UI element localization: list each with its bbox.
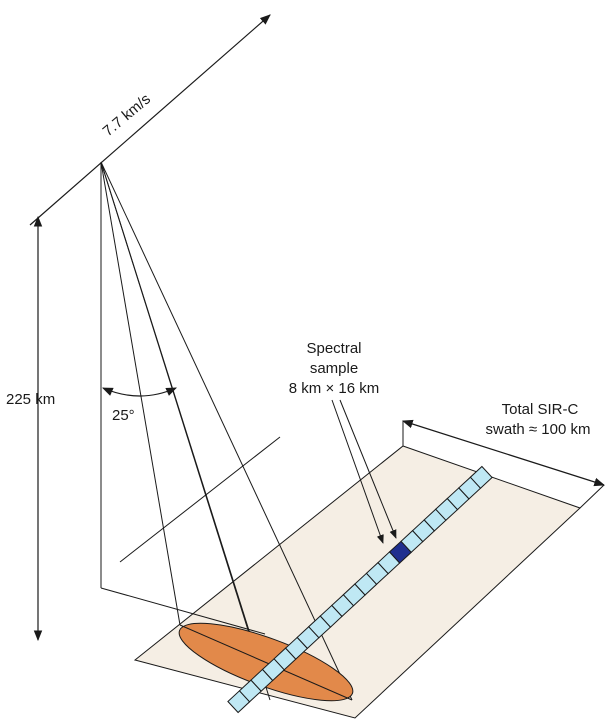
spectral-sample-pointer-left <box>331 399 384 544</box>
beam-edge-far <box>100 161 353 701</box>
look-angle-arc <box>102 387 177 397</box>
spectral-sample-label-line3: 8 km × 16 km <box>289 380 379 397</box>
velocity-label: 7.7 km/s <box>100 91 154 140</box>
beam-center-far <box>100 161 271 701</box>
swath-label-line1: Total SIR-C <box>502 401 579 418</box>
spectral-sample-label-line2: sample <box>310 360 358 377</box>
spectral-sample-pointer-right <box>339 399 397 539</box>
swath-strip <box>227 465 493 714</box>
spectral-sample-label-line1: Spectral <box>306 340 361 357</box>
altitude-label: 225 km <box>6 391 55 408</box>
swath-width-arrow <box>401 419 606 487</box>
swath-label-line2: swath ≈ 100 km <box>486 421 591 438</box>
flight-direction-arrow <box>29 14 271 226</box>
footprint-axis <box>179 624 353 701</box>
beam-edge-near <box>100 161 181 626</box>
angle-label: 25° <box>112 407 135 424</box>
swath-tick-far <box>579 484 605 509</box>
cross-track-line <box>119 436 281 563</box>
ground-track-line <box>100 587 266 635</box>
